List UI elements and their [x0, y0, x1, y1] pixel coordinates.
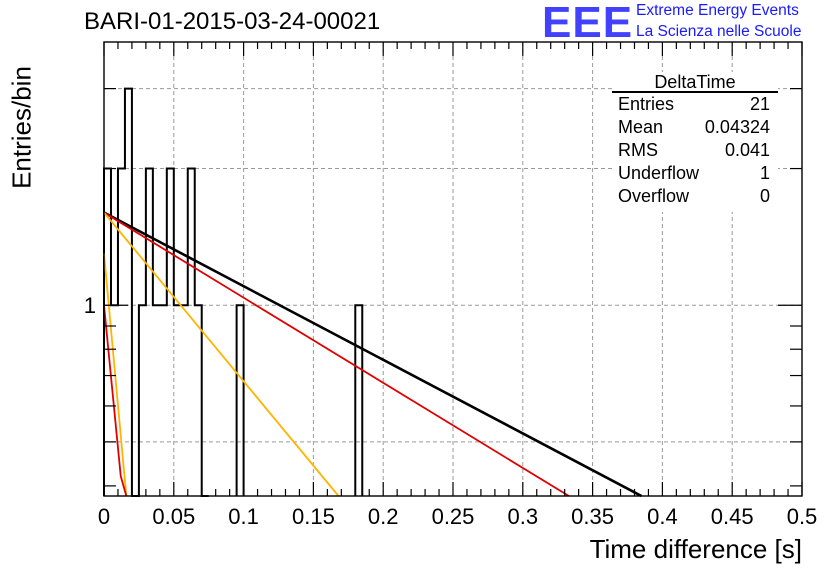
x-tick-label: 0.2: [368, 504, 399, 529]
x-tick-label: 0.15: [292, 504, 335, 529]
x-tick-label: 0.05: [152, 504, 195, 529]
histogram-bin: [167, 169, 174, 496]
x-tick-label: 0.1: [228, 504, 259, 529]
histogram-bin: [160, 305, 167, 496]
eee-logo: EEE: [542, 0, 634, 47]
histogram-outline: [103, 87, 364, 497]
stats-label: Overflow: [618, 186, 690, 206]
tick-marks: [103, 42, 803, 496]
histogram-bin: [181, 305, 188, 496]
logo-subtitle-1: Extreme Energy Events: [636, 2, 799, 19]
x-tick-label: 0.45: [711, 504, 754, 529]
stats-label: Entries: [618, 94, 674, 114]
fit-line: [103, 211, 643, 498]
stats-value: 21: [750, 94, 770, 114]
logo-subtitle-2: La Scienza nelle Scuole: [636, 23, 802, 40]
x-tick-label: 0.4: [647, 504, 678, 529]
stats-value: 1: [760, 163, 770, 183]
fit-line: [103, 211, 570, 497]
stats-label: RMS: [618, 140, 658, 160]
fit-line: [103, 211, 340, 497]
fit-line: [103, 305, 128, 497]
tick-labels: 0 0.05 0.1 0.15 0.2 0.25 0.3 0.35 0.4 0.45 0.5 1: [84, 293, 818, 529]
stats-box-bg: [612, 72, 778, 212]
stats-value: 0.041: [725, 140, 770, 160]
histogram-bin: [355, 305, 362, 496]
histogram-bin: [139, 305, 146, 496]
histogram-bin: [237, 305, 244, 496]
histogram-bin: [153, 305, 160, 496]
histogram-bin: [195, 305, 202, 496]
fit-lines: [103, 211, 643, 498]
histogram-bin: [146, 169, 153, 496]
histogram-bin: [125, 89, 132, 496]
fit-line: [103, 253, 128, 497]
histogram-bin: [188, 169, 195, 496]
stats-label: Mean: [618, 117, 663, 137]
stats-value: 0: [760, 186, 770, 206]
stats-title: DeltaTime: [654, 72, 735, 92]
y-tick-label: 1: [84, 293, 96, 318]
x-tick-label: 0.35: [571, 504, 614, 529]
x-tick-label: 0.25: [432, 504, 475, 529]
histogram-bars: [103, 87, 364, 497]
stats-value: 0.04324: [705, 117, 770, 137]
x-tick-label: 0: [98, 504, 110, 529]
x-axis-title: Time difference [s]: [589, 534, 802, 564]
histogram-bin: [174, 305, 181, 496]
run-title: BARI-01-2015-03-24-00021: [84, 8, 381, 35]
stats-label: Underflow: [618, 163, 700, 183]
x-tick-label: 0.5: [787, 504, 818, 529]
x-tick-label: 0.3: [508, 504, 539, 529]
